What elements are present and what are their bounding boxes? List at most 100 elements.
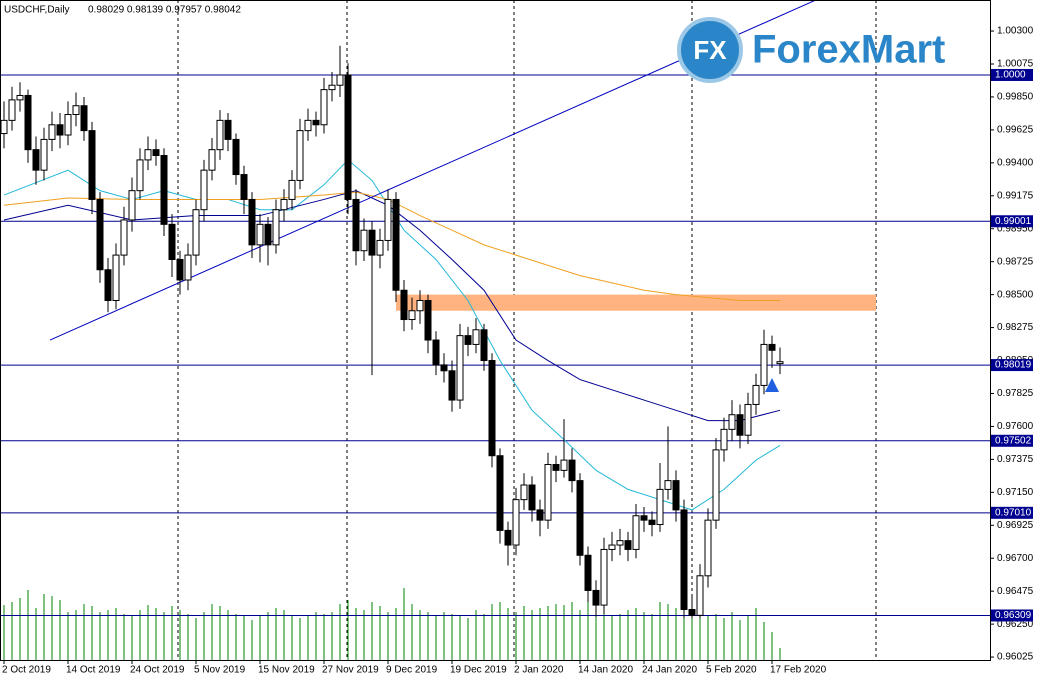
y-tick-label: 0.96925 xyxy=(997,520,1034,531)
level-tag xyxy=(991,68,1033,81)
moving-average xyxy=(3,190,781,422)
candle-body xyxy=(688,608,696,616)
level-tag xyxy=(991,359,1033,372)
candle-body xyxy=(680,509,688,610)
candle-body xyxy=(472,329,480,345)
candle-body xyxy=(224,119,232,140)
candle-body xyxy=(648,519,656,526)
candle-body xyxy=(704,519,712,577)
candle-body xyxy=(400,289,408,321)
candle-body xyxy=(768,343,776,351)
candle-body xyxy=(152,149,160,157)
candle-body xyxy=(336,74,344,86)
candle-body xyxy=(776,361,784,365)
y-tick-label: 0.96250 xyxy=(997,619,1034,630)
candle-body xyxy=(560,459,568,471)
x-tick-label: 17 Feb 2020 xyxy=(770,665,827,676)
candle-body xyxy=(240,174,248,200)
x-tick-label: 2 Oct 2019 xyxy=(2,665,51,676)
candle-body xyxy=(16,94,24,101)
candle-body xyxy=(88,130,96,200)
x-tick-label: 24 Oct 2019 xyxy=(130,665,185,676)
candle-body xyxy=(432,339,440,366)
x-tick-label: 5 Feb 2020 xyxy=(706,665,757,676)
candle-body xyxy=(360,229,368,252)
candle-body xyxy=(8,99,16,121)
candle-body xyxy=(728,414,736,430)
candle-body xyxy=(376,239,384,256)
y-tick-label: 0.99850 xyxy=(997,92,1034,103)
candle-body xyxy=(184,254,192,281)
ohlc: 0.98029 0.98139 0.97957 0.98042 xyxy=(88,5,241,16)
plot-area xyxy=(0,0,990,660)
candle-body xyxy=(256,223,264,246)
x-tick-label: 14 Oct 2019 xyxy=(66,665,121,676)
logo: FX ForexMart xyxy=(677,17,945,83)
candle-body xyxy=(440,364,448,372)
candle-body xyxy=(208,149,216,171)
candle-body xyxy=(192,209,200,256)
candle-body xyxy=(312,119,320,126)
x-tick-label: 14 Jan 2020 xyxy=(578,665,633,676)
level-tag-label: 1.0000 xyxy=(995,70,1026,81)
logo-icon xyxy=(677,17,743,83)
x-tick-label: 15 Nov 2019 xyxy=(258,665,315,676)
candle-body xyxy=(576,480,584,556)
level-tag xyxy=(991,506,1033,519)
logo-text: ForexMart xyxy=(752,28,945,72)
candle-body xyxy=(536,509,544,521)
signal-arrow xyxy=(765,378,779,392)
candle-body xyxy=(320,89,328,126)
level-tag xyxy=(991,434,1033,447)
candle-body xyxy=(280,198,288,211)
candle-body xyxy=(712,449,720,521)
y-tick-label: 0.96475 xyxy=(997,586,1034,597)
candle-body xyxy=(80,105,88,132)
level-tag-label: 0.98019 xyxy=(995,360,1032,371)
candle-body xyxy=(672,480,680,511)
candle-body xyxy=(608,544,616,550)
plot-border xyxy=(0,0,991,661)
candle-body xyxy=(408,310,416,321)
level-tag xyxy=(991,609,1033,622)
candle-body xyxy=(136,159,144,192)
level-tag-label: 0.97502 xyxy=(995,435,1032,446)
y-tick-label: 0.97150 xyxy=(997,487,1034,498)
candle-body xyxy=(504,529,512,546)
candle-body xyxy=(744,403,752,436)
candle-body xyxy=(160,155,168,225)
candle-body xyxy=(392,198,400,291)
candle-body xyxy=(264,223,272,246)
candle-body xyxy=(528,484,536,511)
candle-body xyxy=(384,198,392,241)
candle-body xyxy=(632,515,640,550)
y-tick-label: 0.98725 xyxy=(997,256,1034,267)
y-tick-label: 0.96025 xyxy=(997,652,1034,663)
candle-body xyxy=(480,329,488,362)
y-tick-label: 1.00075 xyxy=(997,59,1034,70)
y-tick-label: 0.98950 xyxy=(997,223,1034,234)
candle-body xyxy=(416,299,424,312)
candle-body xyxy=(624,540,632,550)
candle-body xyxy=(64,114,72,136)
candle-body xyxy=(168,223,176,260)
candle-body xyxy=(496,455,504,531)
candle-body xyxy=(232,138,240,176)
symbol: USDCHF,Daily xyxy=(4,5,70,16)
candle-body xyxy=(544,464,552,521)
candle-body xyxy=(512,499,520,546)
candle-body xyxy=(248,198,256,246)
candle-body xyxy=(272,209,280,246)
level-tag-label: 0.96309 xyxy=(995,610,1032,621)
candle-body xyxy=(456,335,464,401)
candle-body xyxy=(736,414,744,436)
candle-body xyxy=(176,258,184,281)
candle-body xyxy=(616,540,624,546)
y-tick-label: 1.00300 xyxy=(997,26,1034,37)
candle-body xyxy=(48,124,56,140)
level-tag-label: 0.99001 xyxy=(995,216,1032,227)
y-tick-label: 0.99175 xyxy=(997,190,1034,201)
candle-body xyxy=(552,464,560,471)
